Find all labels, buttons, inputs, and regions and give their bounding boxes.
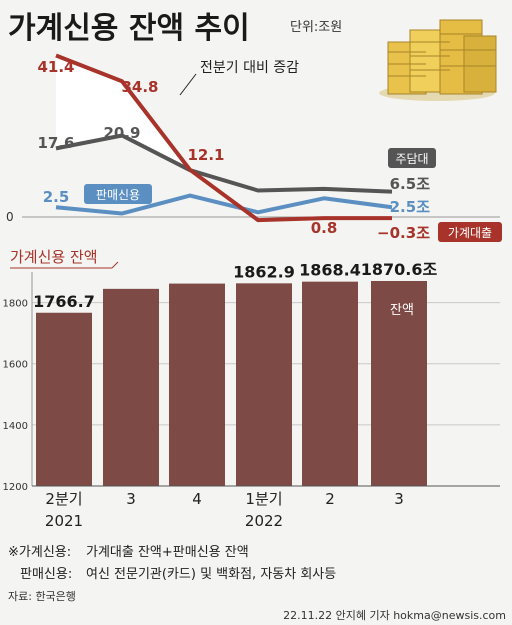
x-tick-year-label: 2021 xyxy=(45,512,83,530)
gold-stack-icon xyxy=(379,19,497,101)
footnote-line1-prefix: ※가계신용: xyxy=(8,545,71,560)
unit-label: 단위:조원 xyxy=(290,20,342,35)
source-text: 자료: 한국은행 xyxy=(8,590,76,603)
legend-mortgage-label: 주담대 xyxy=(395,152,428,166)
x-tick-label: 1분기 xyxy=(245,490,282,508)
series-2-point-label: 2.5 xyxy=(43,188,70,206)
y-tick-label: 1600 xyxy=(3,360,28,371)
bar-chart-title: 가계신용 잔액 xyxy=(10,248,98,266)
bar-1 xyxy=(103,288,159,486)
series-1-point-label: 20.9 xyxy=(103,124,140,142)
bar-value-label: 1766.7 xyxy=(33,292,95,311)
y-tick-label: 1800 xyxy=(3,299,28,310)
series-line-0 xyxy=(55,53,392,223)
bar-title-underline-tick xyxy=(111,261,119,269)
x-tick-label: 2 xyxy=(325,490,335,508)
legend-sales-credit-label: 판매신용 xyxy=(96,188,140,202)
x-tick-label: 4 xyxy=(192,490,202,508)
change-line-chart: 0 41.4 34.8 12.1 0.8 −0.3조 17.6 20.9 6.5조 2.5 2.5… xyxy=(6,53,500,242)
legend-sales-credit: 판매신용 xyxy=(84,184,152,204)
legend-mortgage: 주담대 xyxy=(388,148,436,168)
bar-5 xyxy=(371,280,427,486)
footnote-line1-text: 가계대출 잔액+판매신용 잔액 xyxy=(86,545,249,560)
x-tick-label: 3 xyxy=(126,490,136,508)
bar-value-label: 1868.4 xyxy=(299,261,361,280)
y-tick-label: 1200 xyxy=(3,482,28,493)
bar-0 xyxy=(36,312,92,486)
x-tick-label: 2분기 xyxy=(45,490,82,508)
top-chart-annotation: 전분기 대비 증감 xyxy=(200,60,299,76)
credit-text: 22.11.22 안지혜 기자 hokma@newsis.com xyxy=(283,609,506,622)
x-tick-label: 3 xyxy=(394,490,404,508)
series-0-point-label: 12.1 xyxy=(187,146,224,164)
bar-3 xyxy=(236,283,292,486)
bar-value-label: 1862.9 xyxy=(233,262,295,281)
chart-title: 가계신용 잔액 추이 xyxy=(8,11,250,46)
footnote-line2-prefix: 판매신용: xyxy=(20,567,72,582)
series-1-point-label: 6.5조 xyxy=(390,175,431,193)
series-line-1 xyxy=(55,133,393,194)
series-line-2 xyxy=(55,193,393,216)
x-tick-year-label: 2022 xyxy=(245,512,283,530)
bar-series-label: 잔액 xyxy=(390,303,414,318)
series-0-point-label: 41.4 xyxy=(37,58,74,76)
series-1-point-label: 17.6 xyxy=(37,134,74,152)
balance-bar-chart: 1800 1600 1400 1200 1766.7 1862.9 1868.4 1870.… xyxy=(3,260,500,530)
legend-household-loan: 가계대출 xyxy=(438,222,502,242)
series-0-point-label: 34.8 xyxy=(121,78,158,96)
annotation-leader xyxy=(179,73,197,96)
y-tick-label: 1400 xyxy=(3,421,28,432)
bar-2 xyxy=(169,283,225,486)
footnote-line2-text: 여신 전문기관(카드) 및 백화점, 자동차 회사등 xyxy=(86,567,336,582)
series-0-point-label: −0.3조 xyxy=(377,224,430,242)
highlight-area xyxy=(56,55,190,171)
zero-tick-label: 0 xyxy=(6,210,14,224)
bar-value-label: 1870.6조 xyxy=(361,260,438,279)
legend-household-loan-label: 가계대출 xyxy=(448,226,492,240)
series-0-point-label: 0.8 xyxy=(311,219,338,237)
series-2-point-label: 2.5조 xyxy=(390,198,431,216)
bar-4 xyxy=(302,281,358,486)
